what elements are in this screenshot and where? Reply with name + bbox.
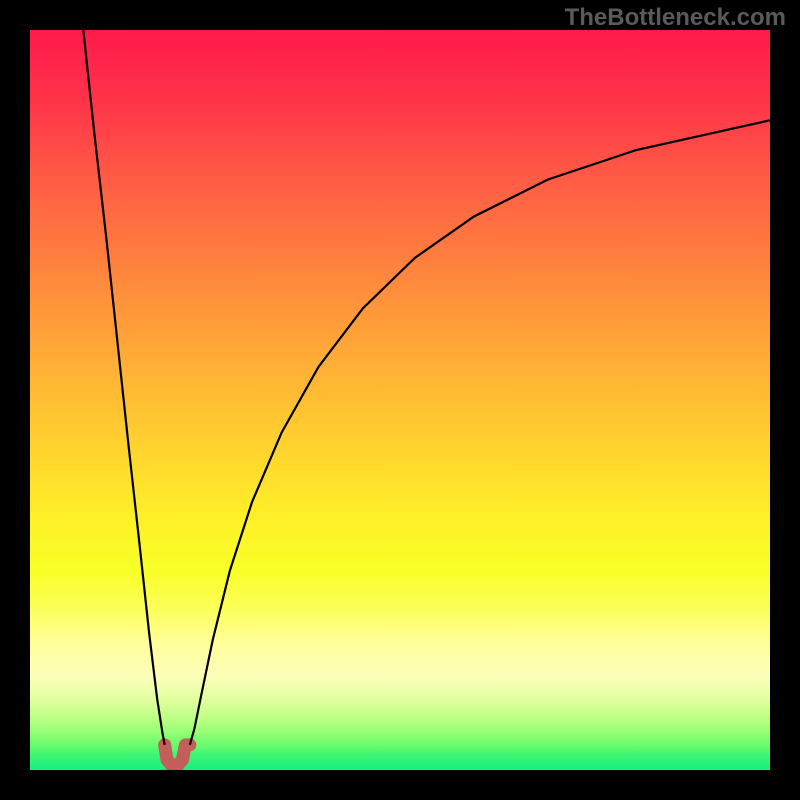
chart-frame: TheBottleneck.com [0,0,800,800]
left-branch-curve [83,30,164,745]
curves-svg [30,30,770,770]
valley-curve [165,745,190,766]
right-branch-curve [190,120,770,745]
frame-border-bottom [0,770,800,800]
plot-area [30,30,770,770]
watermark-text: TheBottleneck.com [565,4,786,32]
frame-border-left [0,0,30,800]
frame-border-right [770,0,800,800]
